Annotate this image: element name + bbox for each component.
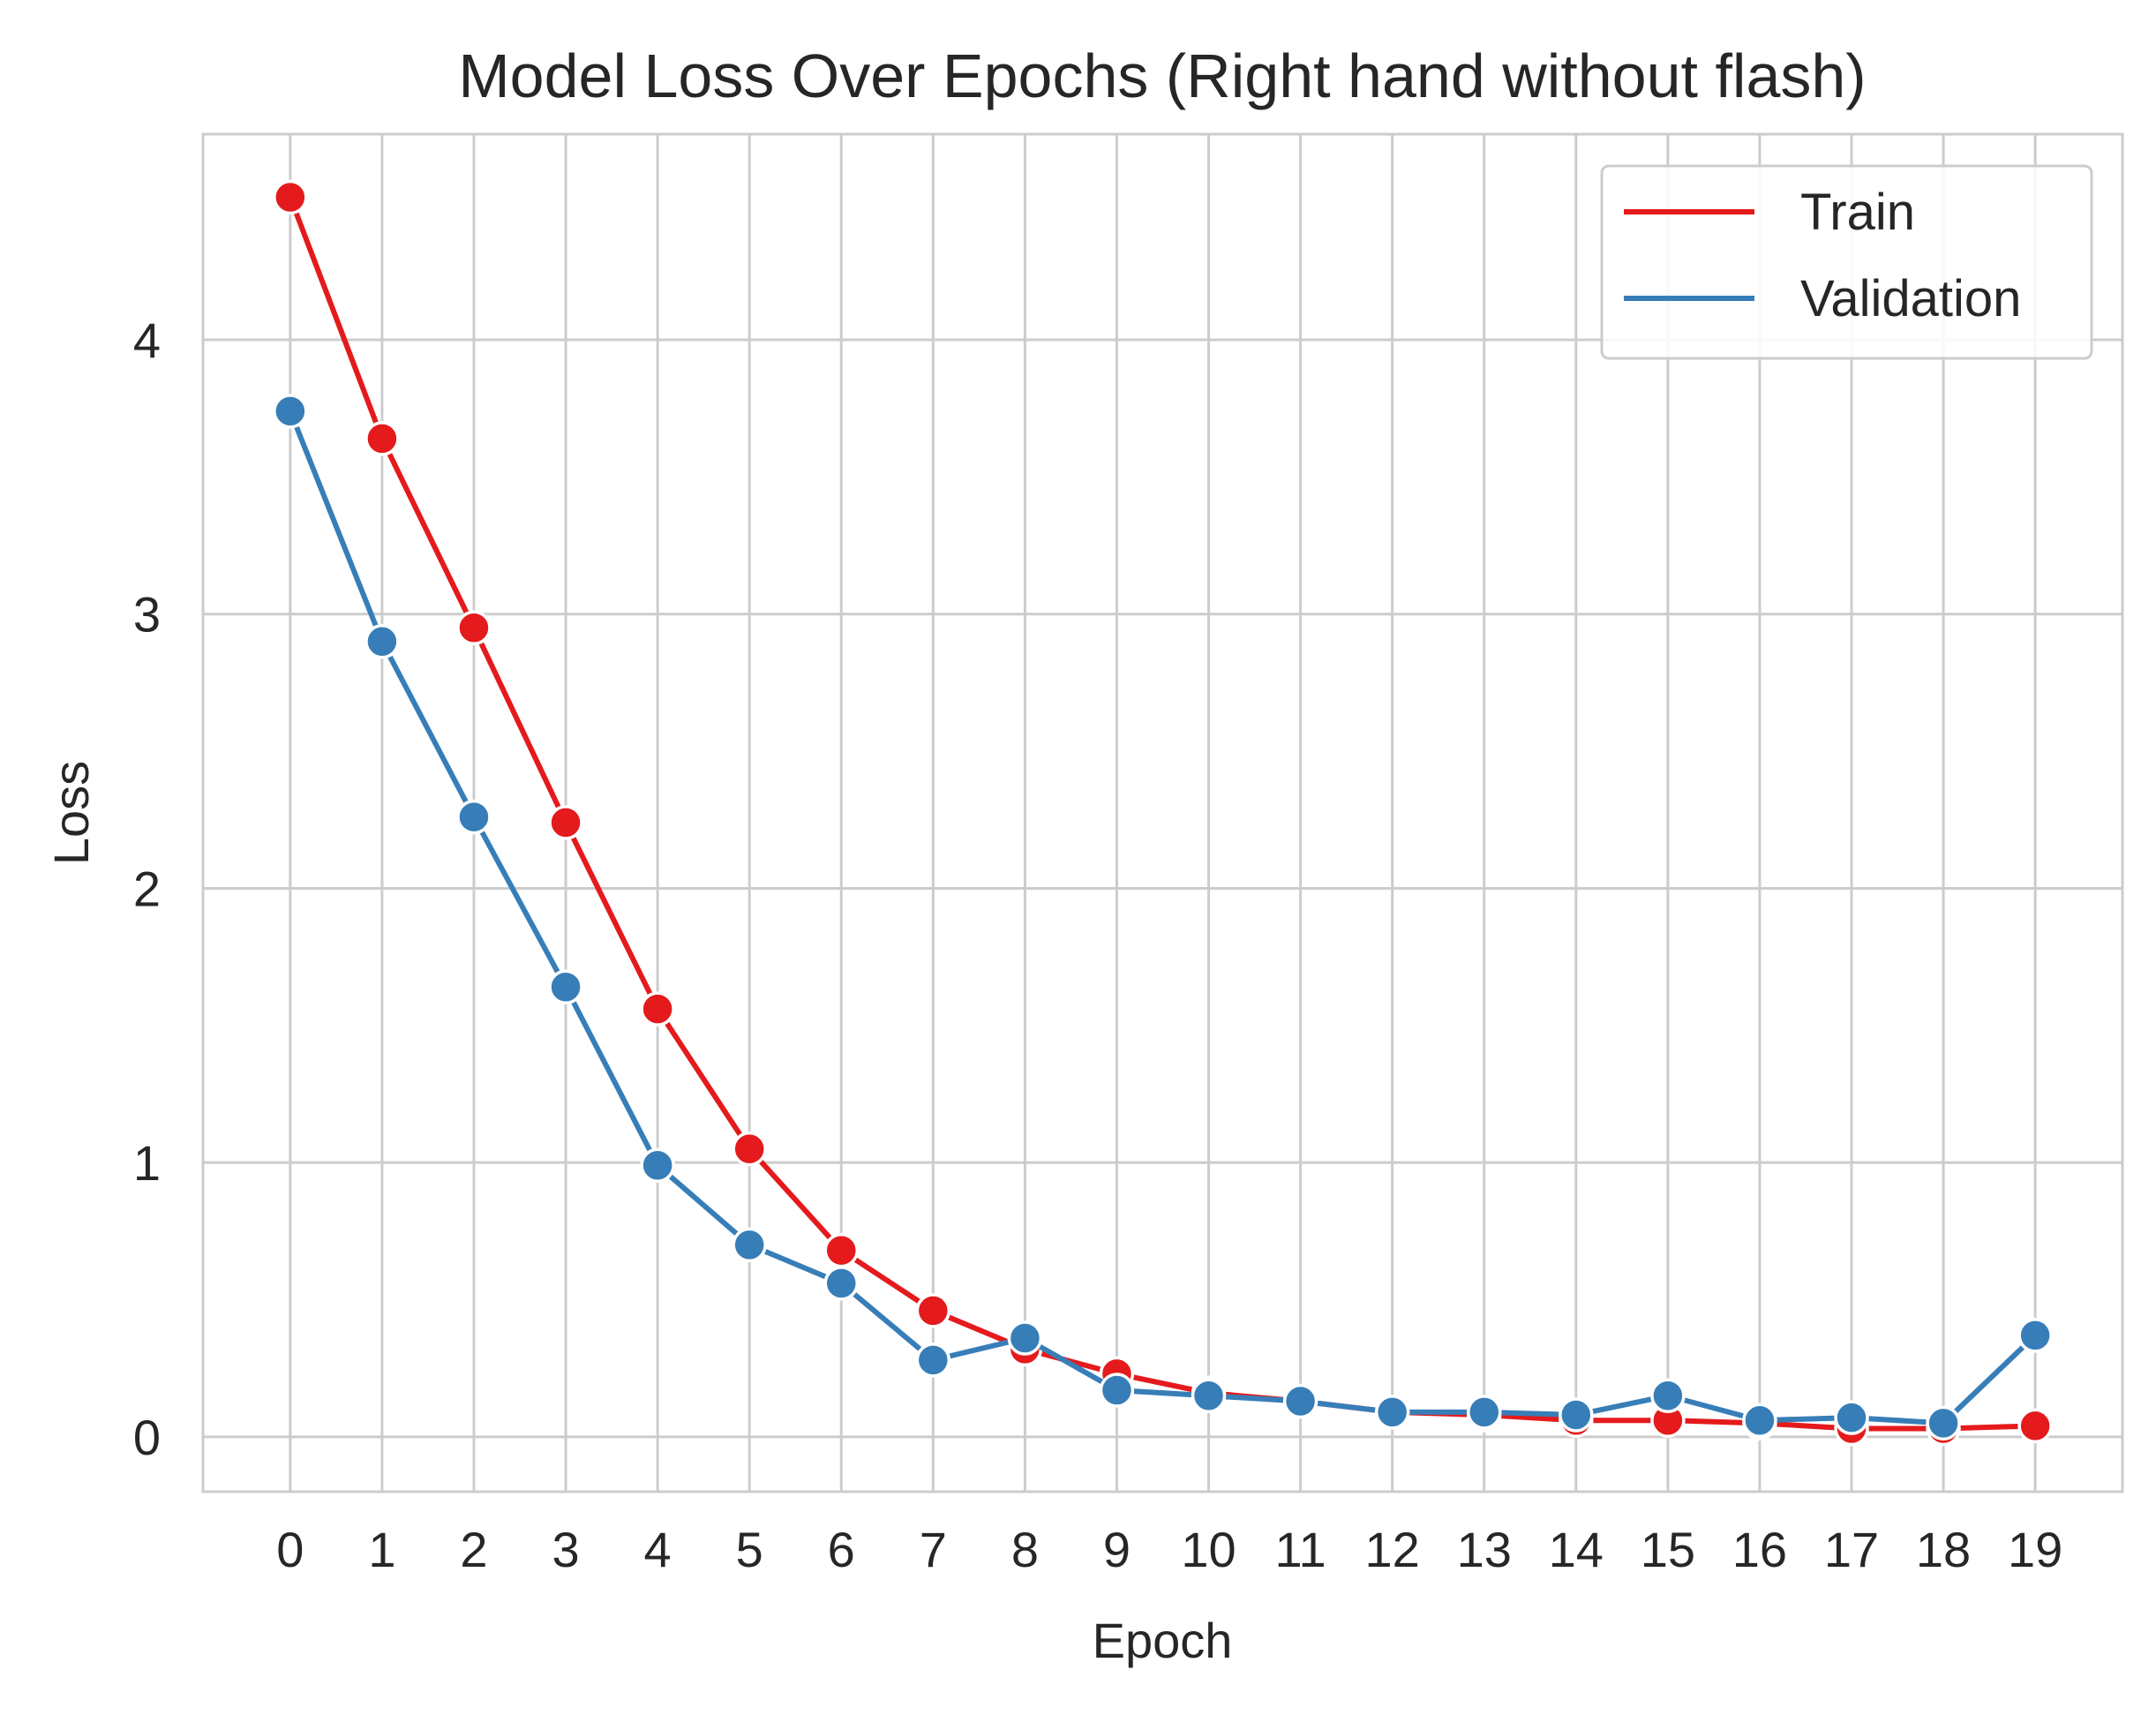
x-tick-label: 8: [1011, 1522, 1039, 1577]
x-tick-label: 15: [1641, 1522, 1695, 1577]
data-point-validation: [1650, 1378, 1686, 1414]
data-point-validation: [1926, 1405, 1961, 1441]
x-tick-label: 18: [1916, 1522, 1971, 1577]
x-tick-label: 19: [2008, 1522, 2062, 1577]
data-point-train: [456, 610, 492, 646]
data-point-validation: [1007, 1320, 1043, 1356]
data-point-train: [273, 179, 308, 215]
x-tick-label: 2: [460, 1522, 487, 1577]
data-point-validation: [1099, 1373, 1135, 1408]
x-axis-label: Epoch: [1093, 1613, 1233, 1668]
y-tick-label: 3: [133, 587, 161, 643]
data-point-validation: [823, 1266, 860, 1301]
data-point-train: [915, 1293, 951, 1328]
data-point-validation: [1191, 1378, 1227, 1414]
x-tick-label: 13: [1457, 1522, 1512, 1577]
x-tick-label: 6: [828, 1522, 855, 1577]
data-point-train: [364, 421, 400, 456]
x-tick-label: 1: [368, 1522, 395, 1577]
x-tick-label: 4: [644, 1522, 672, 1577]
x-tick-label: 11: [1275, 1522, 1326, 1577]
plot-frame: [201, 132, 2124, 1493]
data-point-validation: [915, 1343, 951, 1378]
grid: [203, 134, 2122, 1492]
x-tick-label: 3: [552, 1522, 579, 1577]
y-tick-label: 1: [133, 1135, 161, 1191]
x-tick-label: 10: [1181, 1522, 1236, 1577]
x-tick-label: 7: [920, 1522, 947, 1577]
y-tick-label: 4: [133, 312, 161, 368]
series-layer: [273, 179, 2053, 1447]
data-point-validation: [2017, 1318, 2053, 1353]
x-tick-label: 14: [1549, 1522, 1604, 1577]
data-point-validation: [364, 624, 400, 659]
legend-label-validation: Validation: [1800, 270, 2021, 327]
data-point-train: [2017, 1408, 2053, 1444]
legend-label-train: Train: [1800, 184, 1915, 241]
data-point-validation: [640, 1147, 675, 1184]
x-tick-label: 12: [1365, 1522, 1420, 1577]
x-tick-label: 9: [1103, 1522, 1131, 1577]
y-tick-label: 2: [133, 861, 161, 916]
legend: Train Validation: [1600, 164, 2093, 360]
data-point-train: [640, 991, 675, 1027]
data-point-validation: [273, 394, 308, 429]
data-point-validation: [732, 1227, 767, 1263]
data-point-validation: [1834, 1400, 1869, 1435]
data-point-train: [823, 1232, 860, 1268]
data-point-validation: [1559, 1397, 1594, 1433]
data-point-validation: [548, 969, 583, 1005]
data-point-validation: [1466, 1395, 1502, 1430]
data-point-validation: [1374, 1395, 1410, 1430]
data-point-validation: [456, 799, 492, 835]
x-tick-label: 5: [736, 1522, 763, 1577]
data-point-train: [548, 805, 583, 840]
x-tick-label: 0: [276, 1522, 304, 1577]
x-tick-label: 17: [1824, 1522, 1879, 1577]
data-point-train: [732, 1131, 767, 1167]
y-tick-label: 0: [133, 1410, 161, 1465]
data-point-validation: [1282, 1383, 1318, 1419]
chart-title: Model Loss Over Epochs (Right hand witho…: [458, 41, 1866, 110]
data-point-validation: [1742, 1403, 1777, 1438]
x-tick-label: 16: [1732, 1522, 1787, 1577]
y-axis-label: Loss: [43, 761, 99, 865]
